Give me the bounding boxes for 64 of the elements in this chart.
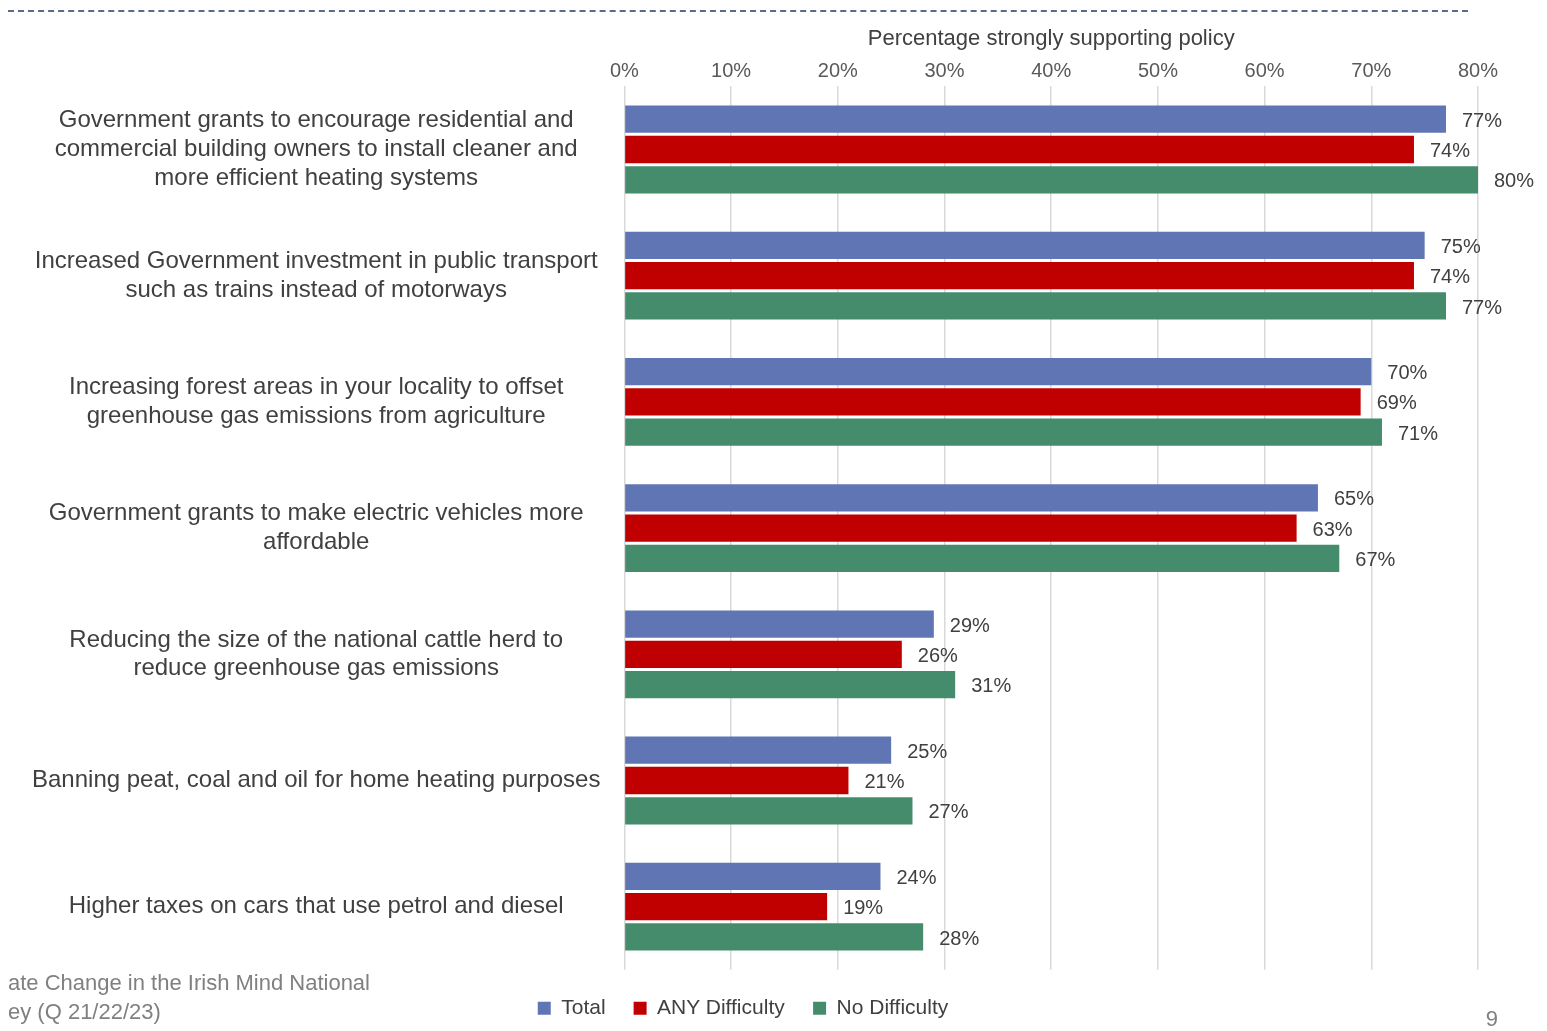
x-tick-label: 20%	[817, 58, 859, 81]
x-tick-label: 70%	[1351, 58, 1392, 81]
bar	[625, 797, 913, 825]
bar	[625, 484, 1318, 512]
data-label: 67%	[1355, 547, 1396, 570]
data-label: 27%	[928, 800, 969, 823]
data-label: 29%	[949, 613, 991, 636]
x-tick-label: 30%	[924, 58, 965, 81]
data-label: 70%	[1387, 361, 1428, 384]
data-label: 75%	[1440, 234, 1481, 257]
legend-label: Total	[561, 995, 606, 1019]
y-tick-label: Higher taxes on cars that use petrol and diesel	[68, 891, 564, 919]
bar	[625, 418, 1382, 446]
x-tick-label: 0%	[609, 58, 640, 81]
legend-label: No Difficulty	[836, 995, 949, 1019]
bar	[625, 893, 828, 921]
data-label: 80%	[1494, 169, 1535, 192]
data-label: 26%	[917, 643, 959, 666]
data-label: 74%	[1429, 265, 1471, 288]
bar	[625, 292, 1446, 320]
bar	[625, 514, 1297, 542]
data-label: 19%	[843, 896, 884, 919]
bar	[625, 357, 1372, 386]
x-tick-label: 60%	[1244, 58, 1285, 81]
y-tick-label: Government grants to encourage residential and commercial building owners to install cleaner and more efficient heating systems	[54, 105, 578, 190]
data-label: 31%	[971, 674, 1012, 697]
bar	[625, 766, 849, 795]
data-label: 69%	[1376, 391, 1417, 414]
bar	[625, 388, 1361, 416]
bar	[625, 231, 1425, 260]
bar	[625, 166, 1478, 194]
bar	[625, 923, 924, 951]
bar	[625, 862, 881, 891]
bar	[625, 610, 934, 638]
x-axis-title: Percentage strongly supporting policy	[867, 25, 1235, 51]
y-tick-label: Increased Government investment in public transport such as trains instead of motorways	[34, 245, 598, 302]
text: 9	[1485, 1006, 1498, 1031]
bar	[625, 135, 1414, 164]
y-tick-label: Banning peat, coal and oil for home heating purposes	[31, 765, 601, 793]
data-label: 71%	[1397, 421, 1439, 444]
data-label: 74%	[1429, 139, 1471, 162]
bar	[625, 544, 1340, 573]
data-label: 77%	[1461, 295, 1503, 318]
data-label: 21%	[864, 770, 905, 793]
data-label: 63%	[1312, 517, 1353, 540]
data-label: 28%	[939, 926, 980, 949]
data-label: 24%	[896, 865, 937, 888]
bar	[625, 262, 1414, 290]
y-tick-label: Reducing the size of the national cattle herd to reduce greenhouse gas emissions	[69, 624, 564, 681]
y-tick-label: Government grants to make electric vehicles more affordable	[48, 498, 584, 555]
data-label: 25%	[907, 739, 948, 762]
legend-label: ANY Difficulty	[657, 995, 786, 1019]
x-tick-label: 80%	[1457, 58, 1499, 81]
bar	[625, 105, 1446, 133]
x-tick-label: 40%	[1031, 58, 1072, 81]
data-label: 77%	[1461, 108, 1503, 131]
bar	[625, 670, 956, 699]
bar	[625, 640, 902, 668]
data-label: 65%	[1333, 487, 1375, 510]
text: ate Change in the Irish Mind National ey (Q 21/22/23)	[8, 969, 370, 1026]
bar	[625, 736, 892, 764]
y-tick-label: Increasing forest areas in your locality to offset greenhouse gas emissions from agriculture	[68, 372, 564, 428]
x-tick-label: 50%	[1137, 58, 1179, 81]
x-tick-label: 10%	[711, 58, 752, 81]
